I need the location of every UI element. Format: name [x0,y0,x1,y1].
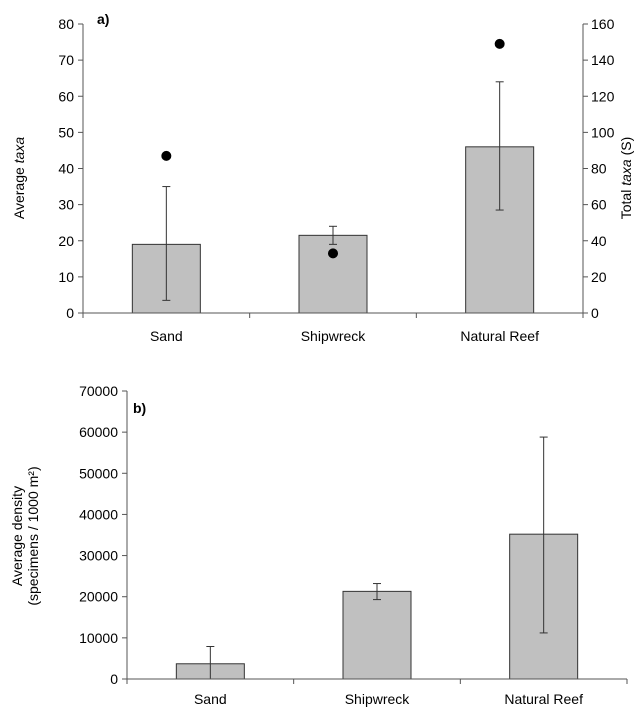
category-label-a-0: Sand [150,328,183,344]
left-axis-title-a: Average taxa [11,137,27,219]
left-tick-label-b-1: 10000 [79,630,118,646]
left-tick-label-b-5: 50000 [79,465,118,481]
right-tick-label-a-4: 80 [591,161,607,177]
left-tick-label-b-2: 20000 [79,589,118,605]
category-label-a-2: Natural Reef [460,328,539,344]
chart-a: a) Average taxa Total taxa (S) 0 10 20 30 40… [11,11,634,344]
panel-label-a: a) [97,11,109,27]
left-tick-label-a-0: 0 [66,305,74,321]
point-a-1 [328,248,338,259]
right-tick-label-a-3: 60 [591,197,607,213]
left-tick-label-a-2: 20 [58,233,74,249]
bar-a-1 [298,234,368,314]
left-tick-label-b-7: 70000 [79,383,118,399]
panel-label-b: b) [133,400,146,416]
left-tick-label-a-4: 40 [58,161,74,177]
left-tick-label-b-4: 40000 [79,506,118,522]
right-axis-title-a: Total taxa (S) [618,137,634,220]
left-tick-label-a-6: 60 [58,88,74,104]
point-a-2 [494,38,505,49]
left-tick-label-b-3: 30000 [79,548,118,564]
chart-b: b) Average density(specimens / 1000 m²) … [9,383,628,707]
category-label-b-0: Sand [194,691,227,707]
category-label-b-2: Natural Reef [504,691,583,707]
right-tick-label-a-2: 40 [591,233,607,249]
right-tick-label-a-8: 160 [591,16,615,32]
left-tick-label-a-1: 10 [58,269,74,285]
left-tick-label-a-5: 50 [58,124,74,140]
right-tick-label-a-5: 100 [591,124,615,140]
left-tick-label-a-7: 70 [58,52,74,68]
left-axis-title-b: Average density(specimens / 1000 m²) [9,466,41,605]
right-tick-label-a-1: 20 [591,269,607,285]
point-a-0 [161,150,172,161]
right-tick-label-a-0: 0 [591,305,599,321]
right-tick-label-a-6: 120 [591,88,615,104]
bar-b-1 [342,590,412,680]
category-label-b-1: Shipwreck [345,691,411,707]
left-tick-label-b-6: 60000 [79,424,118,440]
left-tick-label-b-0: 0 [110,671,118,687]
left-tick-label-a-8: 80 [58,16,74,32]
left-tick-label-a-3: 30 [58,197,74,213]
right-tick-label-a-7: 140 [591,52,615,68]
category-label-a-1: Shipwreck [301,328,367,344]
